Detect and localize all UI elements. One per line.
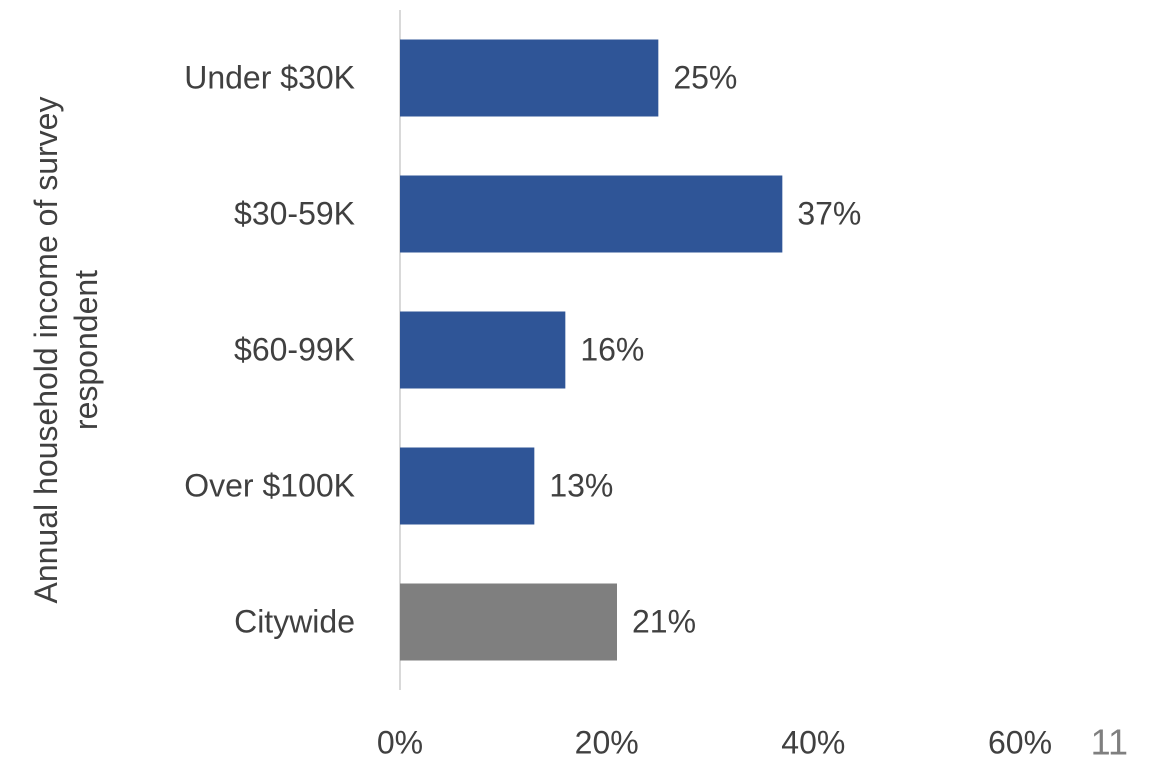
bar xyxy=(400,175,783,253)
x-tick-label: 60% xyxy=(988,724,1052,760)
bar xyxy=(400,39,659,117)
y-tick-label: Citywide xyxy=(234,603,355,639)
page-number: 11 xyxy=(1091,722,1128,761)
bar xyxy=(400,311,566,389)
y-axis-label: Annual household income of survey respon… xyxy=(28,96,104,604)
data-label: 13% xyxy=(549,467,613,503)
bar xyxy=(400,583,617,661)
x-tick-label: 40% xyxy=(781,724,845,760)
data-label: 25% xyxy=(673,59,737,95)
bar xyxy=(400,447,535,525)
data-label: 16% xyxy=(580,331,644,367)
data-label: 21% xyxy=(632,603,696,639)
y-tick-label: Over $100K xyxy=(184,467,355,503)
x-tick-label: 20% xyxy=(575,724,639,760)
x-tick-label: 0% xyxy=(377,724,423,760)
y-tick-label: Under $30K xyxy=(184,59,355,95)
y-tick-label: $60-99K xyxy=(234,331,355,367)
y-tick-label: $30-59K xyxy=(234,195,355,231)
data-label: 37% xyxy=(797,195,861,231)
